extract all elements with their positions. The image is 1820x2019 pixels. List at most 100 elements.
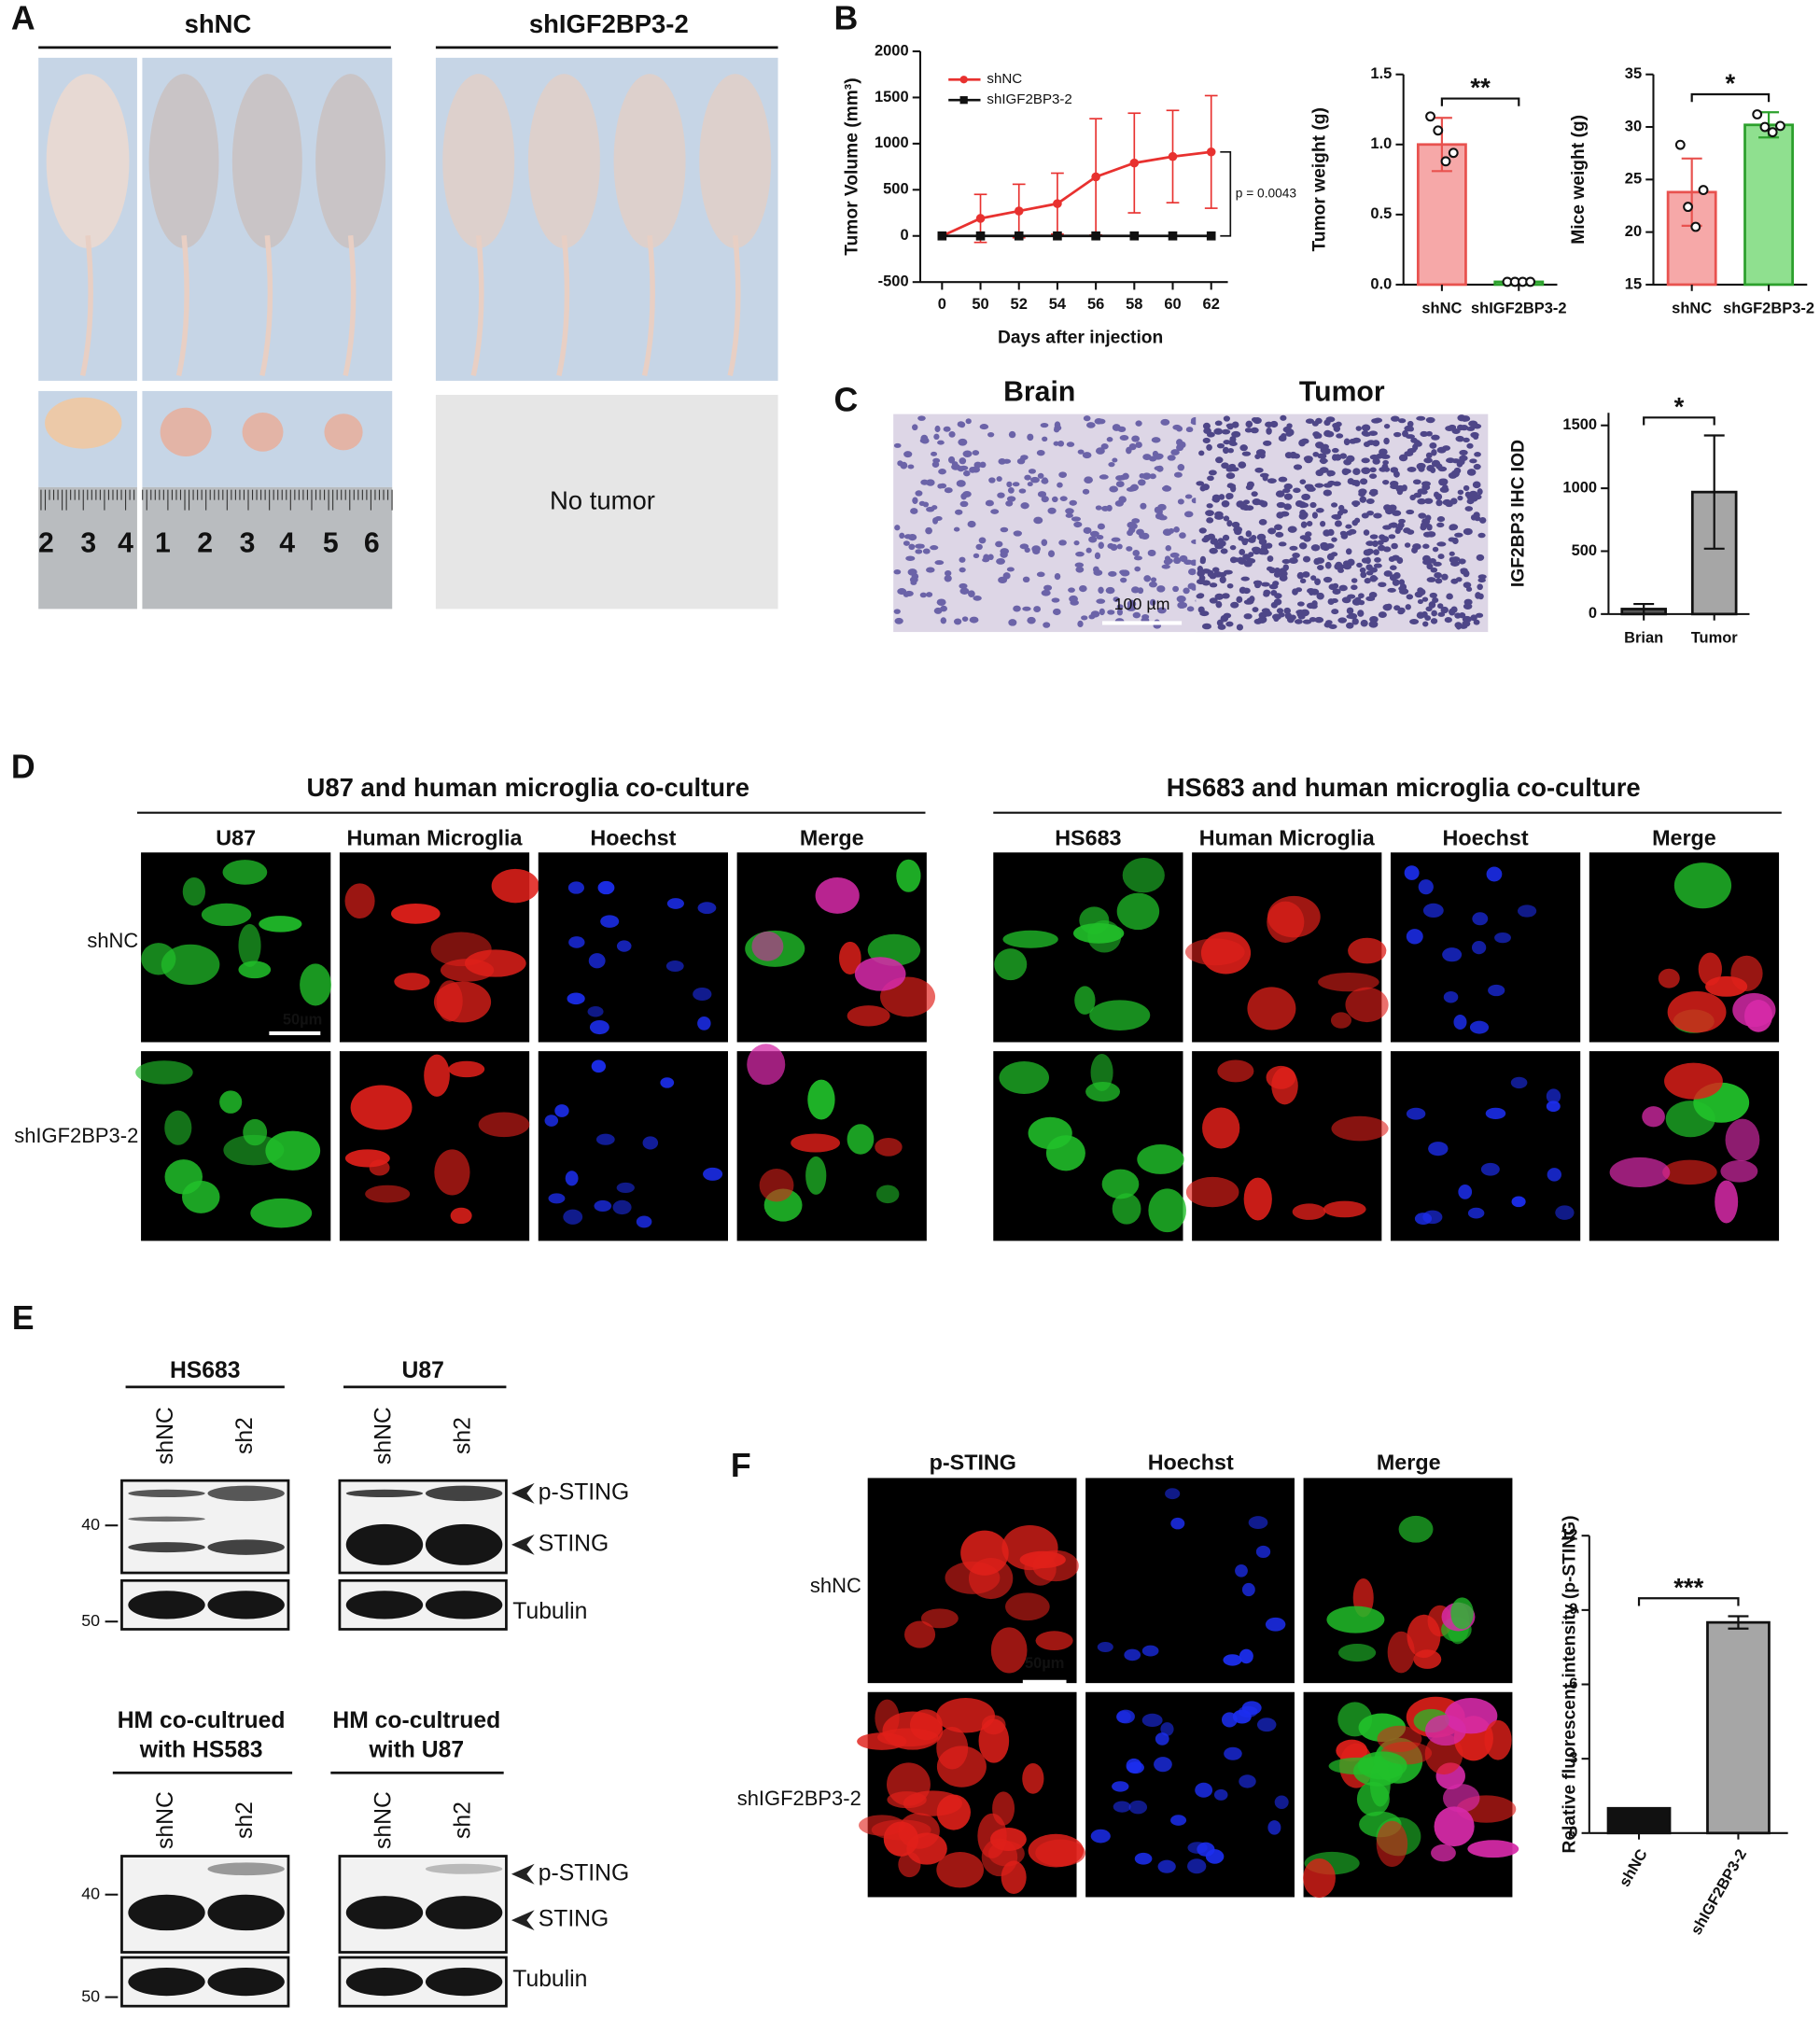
significance-bracket bbox=[1643, 416, 1715, 426]
nucleus bbox=[1226, 493, 1234, 499]
nucleus bbox=[1096, 535, 1104, 540]
nucleus bbox=[1220, 548, 1228, 554]
nucleus bbox=[1310, 575, 1317, 582]
nucleus bbox=[1365, 548, 1374, 554]
nucleus bbox=[1177, 464, 1185, 471]
cell bbox=[591, 1059, 607, 1073]
cell bbox=[1141, 1713, 1163, 1728]
nucleus bbox=[959, 587, 970, 595]
nucleus bbox=[920, 479, 929, 485]
nucleus bbox=[934, 516, 943, 522]
cell bbox=[1318, 972, 1379, 992]
cell bbox=[1326, 1605, 1385, 1633]
cell bbox=[589, 1019, 609, 1035]
nucleus bbox=[1351, 500, 1361, 507]
cell bbox=[1494, 932, 1511, 944]
lane-label: sh2 bbox=[451, 1802, 476, 1839]
blot-title: HM co-cultrued bbox=[332, 1708, 500, 1733]
nucleus bbox=[1363, 529, 1370, 536]
nucleus bbox=[938, 469, 946, 475]
nucleus bbox=[1312, 451, 1320, 457]
band bbox=[207, 1485, 285, 1502]
column-label: Merge bbox=[800, 826, 864, 850]
nucleus bbox=[910, 508, 918, 514]
x-tick-label: shIGF2BP3-2 bbox=[1687, 1846, 1750, 1938]
x-tick-label: 52 bbox=[1011, 296, 1028, 313]
nucleus bbox=[1305, 531, 1312, 538]
nucleus bbox=[1095, 505, 1102, 511]
nucleus bbox=[1331, 609, 1339, 615]
cell bbox=[847, 1005, 890, 1027]
nucleus bbox=[1458, 558, 1466, 565]
nucleus bbox=[1085, 547, 1092, 554]
nucleus bbox=[1265, 421, 1274, 428]
nucleus bbox=[1336, 433, 1344, 439]
error-bar bbox=[1728, 1615, 1749, 1630]
cell bbox=[1331, 1115, 1389, 1142]
nucleus bbox=[1345, 524, 1352, 529]
panel-letter: A bbox=[11, 0, 35, 36]
mouse-body bbox=[148, 74, 219, 249]
y-tick-label: -500 bbox=[878, 273, 909, 290]
nucleus bbox=[1473, 619, 1480, 625]
nucleus bbox=[1279, 570, 1288, 577]
cell bbox=[1265, 1617, 1286, 1632]
cell bbox=[988, 1841, 1025, 1867]
band bbox=[207, 1862, 285, 1876]
nucleus bbox=[1263, 591, 1270, 597]
significance-bracket bbox=[1690, 92, 1771, 103]
nucleus bbox=[1330, 552, 1338, 557]
band bbox=[425, 1896, 503, 1929]
arrow bbox=[511, 1863, 535, 1885]
nucleus bbox=[1098, 541, 1104, 550]
nucleus bbox=[1454, 532, 1463, 538]
nucleus bbox=[1462, 620, 1471, 627]
nucleus bbox=[1119, 435, 1129, 442]
cell bbox=[491, 868, 539, 904]
nucleus bbox=[1361, 557, 1370, 564]
micrograph bbox=[538, 852, 728, 1043]
panel-letter: B bbox=[833, 0, 858, 36]
nucleus bbox=[1283, 483, 1293, 490]
band bbox=[128, 1542, 205, 1553]
nucleus bbox=[1073, 521, 1083, 527]
nucleus bbox=[1207, 475, 1214, 482]
nucleus bbox=[1475, 612, 1484, 618]
cell bbox=[424, 1054, 450, 1097]
x-axis-label: Days after injection bbox=[998, 329, 1163, 348]
nucleus bbox=[1203, 428, 1211, 434]
nucleus bbox=[1059, 496, 1068, 501]
nucleus bbox=[903, 451, 913, 458]
nucleus bbox=[973, 595, 982, 601]
nucleus bbox=[1212, 496, 1221, 503]
nucleus bbox=[1364, 578, 1371, 584]
nucleus bbox=[1339, 530, 1347, 537]
cell bbox=[548, 1193, 566, 1204]
cell bbox=[1323, 1200, 1366, 1218]
nucleus bbox=[1156, 585, 1166, 593]
y-tick-label: 6 bbox=[1569, 1675, 1577, 1692]
nucleus bbox=[1107, 610, 1115, 615]
nucleus bbox=[1302, 619, 1312, 624]
nucleus bbox=[1466, 469, 1477, 476]
nucleus bbox=[1280, 414, 1287, 421]
nucleus bbox=[1348, 528, 1357, 535]
nucleus bbox=[1016, 457, 1026, 465]
nucleus bbox=[1409, 618, 1420, 624]
nucleus bbox=[1197, 566, 1203, 573]
nucleus bbox=[1266, 428, 1272, 435]
cell bbox=[1035, 1631, 1073, 1651]
scale-label: 50µm bbox=[283, 1012, 322, 1029]
nucleus bbox=[1474, 494, 1482, 500]
cell bbox=[747, 1044, 786, 1086]
nucleus bbox=[1347, 594, 1356, 599]
nucleus bbox=[959, 582, 968, 589]
nucleus bbox=[1416, 462, 1426, 470]
nucleus bbox=[965, 418, 972, 425]
nucleus bbox=[1368, 473, 1378, 480]
nucleus bbox=[972, 450, 980, 456]
nucleus bbox=[1273, 524, 1282, 531]
nucleus bbox=[1393, 571, 1401, 580]
nucleus bbox=[1398, 418, 1407, 424]
nucleus bbox=[1151, 437, 1161, 443]
